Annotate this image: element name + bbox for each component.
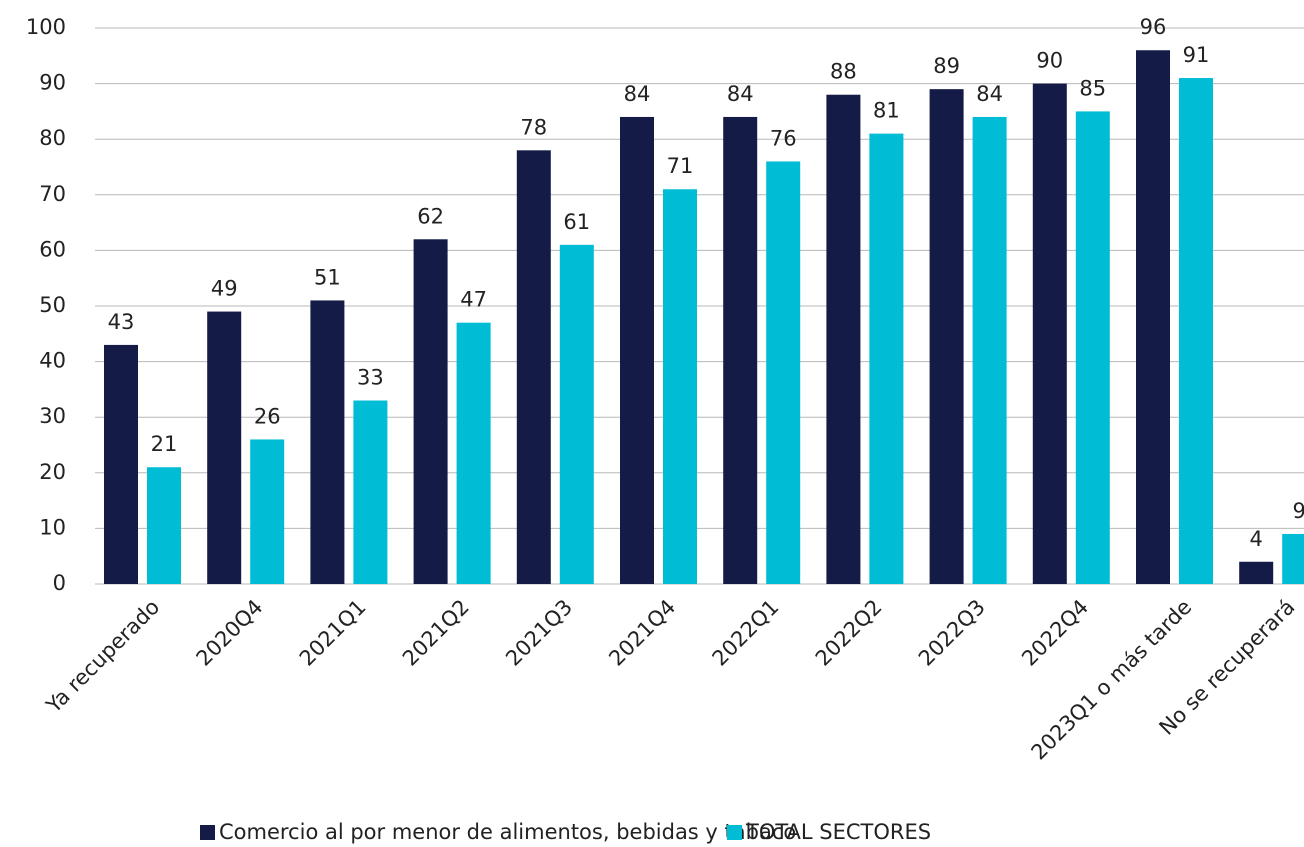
x-tick-label: 2021Q2 [398,595,474,671]
bar [1282,533,1304,584]
bar [559,244,594,584]
data-label: 88 [830,60,857,84]
bar [929,89,964,584]
data-label: 85 [1079,76,1106,100]
bar [826,94,861,584]
y-tick-label: 70 [39,182,66,206]
bar [972,116,1007,585]
bar [413,239,448,584]
x-tick-label: 2021Q3 [501,595,577,671]
bar [1179,78,1213,584]
bar [207,311,242,584]
x-tick-label: 2022Q2 [811,595,887,671]
bar [1239,561,1274,584]
bar [766,161,801,584]
x-tick-label: 2022Q4 [1017,595,1093,671]
x-tick-label: 2021Q1 [295,595,371,671]
data-label: 84 [624,82,651,106]
data-label: 84 [727,82,754,106]
data-label: 49 [211,277,238,301]
y-tick-label: 90 [39,71,66,95]
bar [1075,111,1110,585]
bar [723,116,758,585]
y-tick-label: 10 [39,515,66,539]
y-tick-label: 0 [53,571,66,595]
y-tick-label: 30 [39,404,66,428]
bar [620,116,654,585]
x-tick-label: 2021Q4 [604,595,680,671]
x-tick-label: 2020Q4 [192,595,268,671]
legend-label: Comercio al por menor de alimentos, bebi… [219,820,796,844]
bar [104,344,138,584]
y-tick-label: 20 [39,460,66,484]
data-label: 21 [151,432,178,456]
data-label: 71 [667,154,694,178]
y-tick-label: 60 [39,237,66,261]
x-tick-label: 2022Q3 [914,595,990,671]
bar [353,400,388,584]
bar [869,133,904,584]
x-tick-label: Ya recuperado [41,595,164,718]
y-tick-label: 80 [39,126,66,150]
data-label: 96 [1140,15,1167,39]
x-tick-label: 2022Q1 [708,595,784,671]
legend-label: TOTAL SECTORES [745,820,931,844]
bar [1136,50,1170,585]
data-label: 91 [1183,43,1210,67]
y-tick-label: 50 [39,293,66,317]
legend-swatch [727,825,742,840]
bar [1032,83,1067,584]
data-label: 26 [254,404,281,428]
legend-swatch [200,825,215,840]
data-label: 33 [357,366,384,390]
bar [250,439,285,584]
data-label: 76 [770,126,797,150]
bar [147,467,181,584]
bar [310,300,345,584]
data-label: 9 [1293,499,1304,523]
data-label: 51 [314,265,341,289]
y-tick-label: 100 [26,15,66,39]
data-label: 81 [873,99,900,123]
data-label: 78 [520,115,547,139]
data-label: 47 [460,288,487,312]
bar [516,150,551,584]
y-tick-label: 40 [39,349,66,373]
bar [663,189,697,585]
bar [456,322,491,584]
data-label: 62 [417,204,444,228]
data-label: 90 [1036,49,1063,73]
data-label: 89 [933,54,960,78]
data-label: 61 [563,210,590,234]
data-label: 84 [976,82,1003,106]
data-label: 4 [1250,527,1263,551]
data-label: 43 [108,310,135,334]
